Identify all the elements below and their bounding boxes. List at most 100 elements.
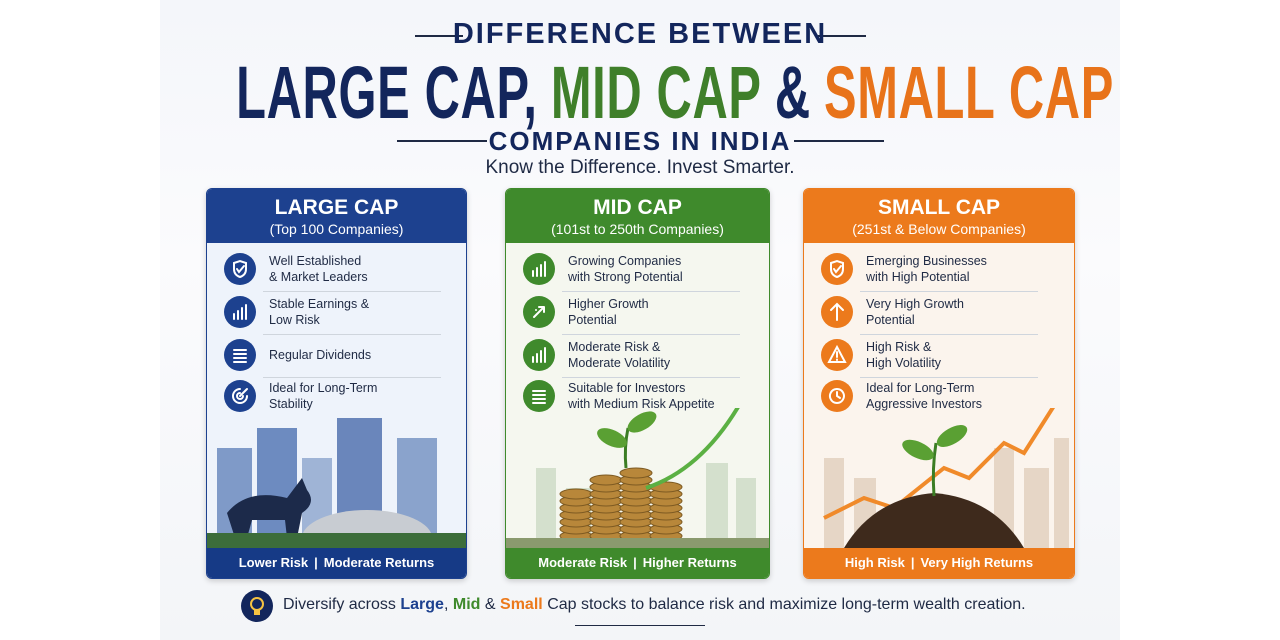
note-part: Cap stocks to balance risk and maximize … [547, 596, 1026, 613]
item-text: Ideal for Long-Term Aggressive Investors [866, 380, 982, 412]
footer-label: Lower Risk [238, 555, 309, 570]
rule [794, 140, 884, 142]
title: LARGE CAP, MID CAP & SMALL CAP [0, 50, 1280, 134]
illustration [207, 418, 466, 548]
item-line: Suitable for Investors [568, 381, 686, 395]
icon-glyph [830, 259, 844, 279]
card-title: SMALL CAP [877, 196, 1001, 219]
item-line: Ideal for Long-Term [866, 381, 975, 395]
item-line: Well Established [269, 254, 362, 268]
note-part: & [484, 596, 496, 613]
illustration [506, 408, 769, 548]
note-part: Diversify across [283, 596, 396, 613]
glyph [532, 261, 546, 277]
footer-separator: | [633, 555, 637, 570]
rule [415, 35, 463, 37]
icon-glyph [233, 349, 247, 363]
title-part: LARGE CAP, [236, 51, 538, 134]
item-icon [523, 339, 555, 371]
glyph [233, 259, 247, 279]
divider [860, 334, 1038, 335]
skyline [1054, 438, 1069, 548]
rule [575, 625, 705, 626]
footer-label: High Risk [844, 555, 905, 570]
glyph [233, 349, 247, 363]
skyline [536, 468, 556, 548]
title-part: & [774, 51, 811, 134]
item-line: Higher Growth [568, 297, 649, 311]
glyph [232, 388, 248, 404]
card-header: MID CAP (101st to 250th Companies) [506, 189, 769, 243]
item-line: Potential [568, 313, 617, 327]
card: SMALL CAP (251st & Below Companies) Emergi… [803, 188, 1075, 579]
title-part: MID CAP [550, 51, 762, 134]
illustration [823, 408, 1069, 548]
title-part: SMALL CAP [823, 51, 1114, 134]
bulb-icon [241, 590, 273, 622]
divider [860, 291, 1038, 292]
item-line: with Medium Risk Appetite [568, 397, 715, 411]
divider [263, 334, 441, 335]
card-subtitle: (Top 100 Companies) [269, 221, 404, 237]
item-icon [224, 339, 256, 371]
stem [623, 427, 630, 469]
divider [263, 377, 441, 378]
note-part: Small [500, 596, 543, 613]
subtitle: COMPANIES IN INDIA [488, 126, 792, 156]
ground [506, 538, 769, 548]
footer-separator: | [910, 555, 915, 570]
item-line: Emerging Businesses [866, 254, 987, 268]
item-text: Well Established & Market Leaders [269, 253, 368, 285]
icon-glyph [532, 347, 546, 363]
icon-glyph [828, 388, 845, 404]
card-title: MID CAP [593, 196, 682, 219]
item-text: Higher Growth Potential [568, 296, 649, 328]
card: LARGE CAP (Top 100 Companies) Well Establi… [206, 188, 467, 579]
stem [931, 442, 938, 497]
divider [562, 334, 740, 335]
growth-arrow [823, 408, 1056, 520]
coin [589, 474, 623, 486]
item-line: Stability [269, 397, 313, 411]
item-text: Moderate Risk & Moderate Volatility [568, 339, 670, 371]
tagline: Know the Difference. Invest Smarter. [485, 157, 795, 178]
item-line: Stable Earnings & [269, 297, 370, 311]
footer-label: Higher Returns [642, 555, 737, 570]
footer-label: Moderate Returns [323, 555, 435, 570]
item-text: Growing Companies with Strong Potential [568, 253, 683, 285]
icon-glyph [233, 304, 247, 320]
glyph [830, 259, 844, 279]
skyline [1024, 468, 1049, 548]
glyph [233, 304, 247, 320]
divider [562, 377, 740, 378]
glyph [830, 302, 844, 321]
glyph [533, 306, 545, 318]
divider [860, 377, 1038, 378]
glyph [532, 347, 546, 363]
item-line: Aggressive Investors [866, 397, 983, 411]
item-icon [224, 380, 256, 412]
glyph [532, 390, 546, 404]
item-text: Emerging Businesses with High Potential [866, 253, 987, 285]
card-footer: High Risk | Very High Returns [804, 548, 1074, 578]
item-line: Moderate Risk & [568, 340, 661, 354]
icon-glyph [232, 388, 248, 404]
item-text: Ideal for Long-Term Stability [269, 380, 377, 412]
icon-circle [821, 253, 853, 285]
footer-label: Moderate Risk [538, 555, 628, 570]
item-text: Suitable for Investors with Medium Risk A… [568, 380, 715, 412]
kicker: DIFFERENCE BETWEEN [452, 18, 828, 50]
icon-glyph [533, 306, 545, 318]
icon-glyph [532, 261, 546, 277]
card-footer: Moderate Risk | Higher Returns [506, 548, 769, 578]
item-line: with High Potential [866, 270, 970, 284]
growth-arrow [645, 408, 740, 490]
leaf [627, 411, 657, 433]
coin [619, 467, 653, 479]
item-line: Growing Companies [568, 254, 682, 268]
item-line: High Risk & [866, 340, 932, 354]
item-text: Stable Earnings & Low Risk [269, 296, 369, 328]
item-line: Ideal for Long-Term [269, 381, 378, 395]
item-icon [523, 296, 555, 328]
